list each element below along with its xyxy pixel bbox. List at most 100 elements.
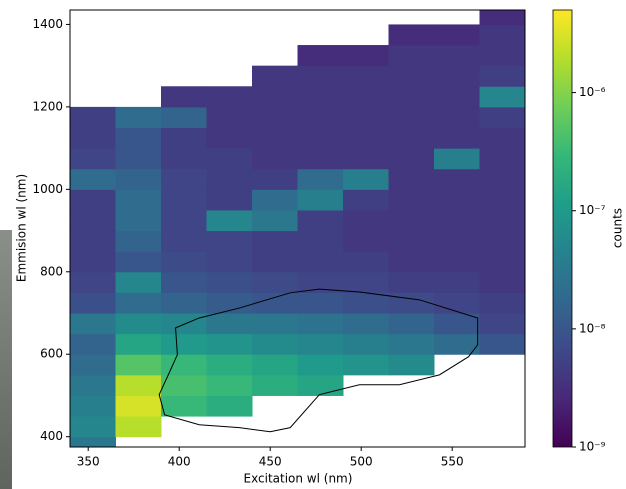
heatmap-cell <box>252 333 298 355</box>
heatmap-cell <box>252 374 298 396</box>
heatmap-cell <box>388 313 435 335</box>
heatmap-cell <box>115 292 162 314</box>
heatmap-cell <box>115 271 162 293</box>
heatmap-cell <box>388 24 435 46</box>
heatmap-cell <box>297 127 344 149</box>
heatmap-cell <box>388 65 435 87</box>
heatmap-cell <box>70 436 116 447</box>
heatmap-cell <box>343 189 389 211</box>
heatmap-cell <box>479 230 525 252</box>
heatmap-cell <box>206 148 253 170</box>
heatmap-cell <box>434 189 480 211</box>
heatmap-cell <box>206 354 253 376</box>
heatmap-cell <box>252 209 298 232</box>
heatmap-cell <box>297 354 344 376</box>
heatmap-cell <box>343 148 389 170</box>
heatmap-cell <box>161 168 207 190</box>
heatmap-cell <box>70 271 116 293</box>
heatmap-cell <box>70 374 116 396</box>
heatmap-cell <box>479 292 525 314</box>
heatmap-cell <box>297 168 344 190</box>
heatmap-cell <box>115 374 162 396</box>
heatmap-cell <box>388 168 435 190</box>
heatmap-cell <box>252 65 298 87</box>
heatmap-cell <box>115 333 162 355</box>
heatmap-cell <box>388 189 435 211</box>
colorbar-tick-label: 10⁻⁸ <box>579 321 606 335</box>
heatmap-cell <box>70 168 116 190</box>
heatmap-cell <box>252 168 298 190</box>
heatmap-cell <box>252 148 298 170</box>
heatmap-cell <box>70 395 116 417</box>
x-tick-label: 350 <box>77 455 100 469</box>
heatmap-cell <box>343 127 389 149</box>
heatmap-cell <box>434 333 480 355</box>
heatmap-cell <box>343 292 389 314</box>
heatmap-cell <box>206 230 253 252</box>
heatmap-cell <box>206 333 253 355</box>
colorbar-label: counts <box>611 208 625 248</box>
heatmap-cell <box>434 65 480 87</box>
heatmap-cell <box>252 313 298 335</box>
heatmap-cell <box>161 354 207 376</box>
heatmap-cell <box>70 333 116 355</box>
heatmap-cell <box>388 209 435 232</box>
heatmap-cell <box>161 148 207 170</box>
heatmap-cell <box>297 209 344 232</box>
heatmap-cell <box>115 189 162 211</box>
heatmap-cell <box>70 354 116 376</box>
heatmap-cell <box>343 251 389 273</box>
colorbar-tick-label: 10⁻⁹ <box>579 440 606 454</box>
heatmap-cell <box>206 374 253 396</box>
heatmap-cell <box>297 65 344 87</box>
y-tick-label: 1200 <box>32 99 63 113</box>
heatmap-cell <box>115 168 162 190</box>
heatmap-cell <box>206 168 253 190</box>
heatmap-cell <box>479 45 525 67</box>
heatmap-cell <box>388 251 435 273</box>
heatmap-cell <box>479 106 525 128</box>
y-axis-label: Emmision wl (nm) <box>15 174 29 282</box>
heatmap-cell <box>343 86 389 108</box>
heatmap-cell <box>479 24 525 46</box>
heatmap-cell <box>343 65 389 87</box>
heatmap-cell <box>479 127 525 149</box>
heatmap-cell <box>479 189 525 211</box>
heatmap-cell <box>206 127 253 149</box>
heatmap-cell <box>434 127 480 149</box>
heatmap-cell <box>343 230 389 252</box>
heatmap-cell <box>434 168 480 190</box>
heatmap-cell <box>161 313 207 335</box>
heatmap-cell <box>297 106 344 128</box>
heatmap-cell <box>343 45 389 67</box>
heatmap-cell <box>70 251 116 273</box>
heatmap-cell <box>161 251 207 273</box>
heatmap-cell <box>252 251 298 273</box>
heatmap-cell <box>161 86 207 108</box>
heatmap-cell <box>297 313 344 335</box>
heatmap-cell <box>343 106 389 128</box>
heatmap-cell <box>70 189 116 211</box>
heatmap-cell <box>161 189 207 211</box>
heatmap-cell <box>434 148 480 170</box>
heatmap-cell <box>297 45 344 67</box>
heatmap-cell <box>388 333 435 355</box>
heatmap-cell <box>252 127 298 149</box>
heatmap-cell <box>388 230 435 252</box>
heatmap-cell <box>479 65 525 87</box>
heatmap-cell <box>479 333 525 355</box>
heatmap-cell <box>388 354 435 376</box>
heatmap-cell <box>297 374 344 396</box>
heatmap-cell <box>252 230 298 252</box>
heatmap-cell <box>297 86 344 108</box>
heatmap-cell <box>70 209 116 232</box>
heatmap-cell <box>161 209 207 232</box>
heatmap-cell <box>479 271 525 293</box>
heatmap-cell <box>252 86 298 108</box>
heatmap-cell <box>388 148 435 170</box>
heatmap-cell <box>297 230 344 252</box>
colorbar-tick-label: 10⁻⁷ <box>579 203 606 217</box>
heatmap-cell <box>252 189 298 211</box>
heatmap-cell <box>161 395 207 417</box>
